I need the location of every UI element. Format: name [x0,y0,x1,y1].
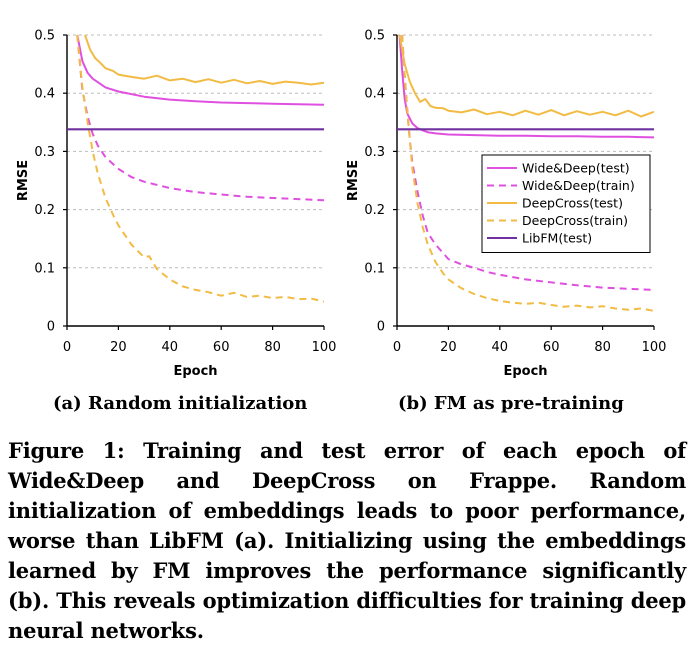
series-line-wide-deep-train [76,34,324,202]
x-tick-label: 20 [440,340,457,355]
x-tick-label: 100 [642,340,667,355]
y-tick-label: 0 [377,320,385,335]
x-axis-title: Epoch [503,364,547,379]
y-tick-label: 0.3 [34,145,55,160]
y-tick-label: 0.4 [364,87,385,102]
figure-caption: Figure 1: Training and test error of eac… [8,438,686,643]
x-tick-label: 40 [492,340,509,355]
x-tick-label: 80 [594,340,611,355]
plot-area [67,34,324,303]
y-tick-label: 0.1 [364,261,385,276]
x-tick-label: 20 [110,340,127,355]
x-axis-title: Epoch [173,364,217,379]
y-axis-title: RMSE [346,160,361,201]
y-tick-label: 0.2 [34,203,55,218]
series-line-deepcross-train [401,34,654,312]
series-line-deepcross-test [398,34,654,118]
legend-label: Wide&Deep(test) [522,161,630,176]
x-tick-label: 40 [162,340,179,355]
x-tick-label: 0 [393,340,401,355]
chart-random-initialization: 0 0.1 0.2 0.3 0.4 0.5 0 20 40 60 80 100 Epoch RMSE [16,29,337,380]
legend-label: LibFM(test) [522,231,592,246]
y-tick-label: 0 [47,320,55,335]
series-line-deepcross-train [76,34,324,303]
y-tick-label: 0.2 [364,203,385,218]
x-tick-label: 80 [264,340,281,355]
series-line-wide-deep-test [398,34,654,139]
x-tick-label: 0 [63,340,71,355]
subcaption-a: (a) Random initialization [53,393,308,414]
x-tick-label: 60 [213,340,230,355]
y-tick-label: 0.5 [34,29,55,44]
plot-area [397,34,654,312]
legend-label: DeepCross(test) [522,196,623,211]
y-tick-label: 0.1 [34,261,55,276]
y-tick-label: 0.3 [364,145,385,160]
chart-fm-pretraining: 0 0.1 0.2 0.3 0.4 0.5 0 20 40 60 80 100 Epoch RMSE Wid… [346,29,667,380]
series-line-wide-deep-test [76,34,324,106]
legend-label: DeepCross(train) [522,213,628,228]
y-tick-label: 0.4 [34,87,55,102]
legend-label: Wide&Deep(train) [522,178,635,193]
y-tick-label: 0.5 [364,29,385,44]
subcaption-b: (b) FM as pre-training [398,393,624,414]
x-tick-label: 60 [543,340,560,355]
y-axis-title: RMSE [16,160,31,201]
x-tick-label: 100 [312,340,337,355]
series-line-deepcross-test [84,34,324,86]
